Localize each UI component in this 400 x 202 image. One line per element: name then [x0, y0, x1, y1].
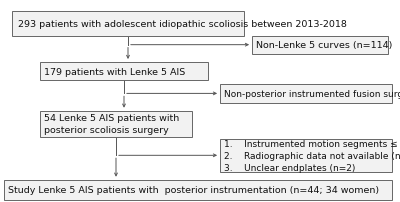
Text: 293 patients with adolescent idiopathic scoliosis between 2013-2018: 293 patients with adolescent idiopathic … [18, 20, 347, 29]
FancyBboxPatch shape [40, 111, 192, 137]
FancyBboxPatch shape [4, 180, 392, 200]
Text: 1.    Instrumented motion segments ≤ 6 (n=6)
2.    Radiographic data not availab: 1. Instrumented motion segments ≤ 6 (n=6… [224, 139, 400, 172]
Text: Non-Lenke 5 curves (n=114): Non-Lenke 5 curves (n=114) [256, 41, 392, 50]
FancyBboxPatch shape [12, 12, 244, 36]
Text: Non-posterior instrumented fusion surgery (n=125): Non-posterior instrumented fusion surger… [224, 89, 400, 98]
Text: 54 Lenke 5 AIS patients with
posterior scoliosis surgery: 54 Lenke 5 AIS patients with posterior s… [44, 114, 179, 135]
FancyBboxPatch shape [220, 85, 392, 103]
FancyBboxPatch shape [40, 63, 208, 81]
Text: Study Lenke 5 AIS patients with  posterior instrumentation (n=44; 34 women): Study Lenke 5 AIS patients with posterio… [8, 185, 379, 194]
FancyBboxPatch shape [252, 36, 388, 55]
Text: 179 patients with Lenke 5 AIS: 179 patients with Lenke 5 AIS [44, 67, 185, 76]
FancyBboxPatch shape [220, 139, 392, 172]
